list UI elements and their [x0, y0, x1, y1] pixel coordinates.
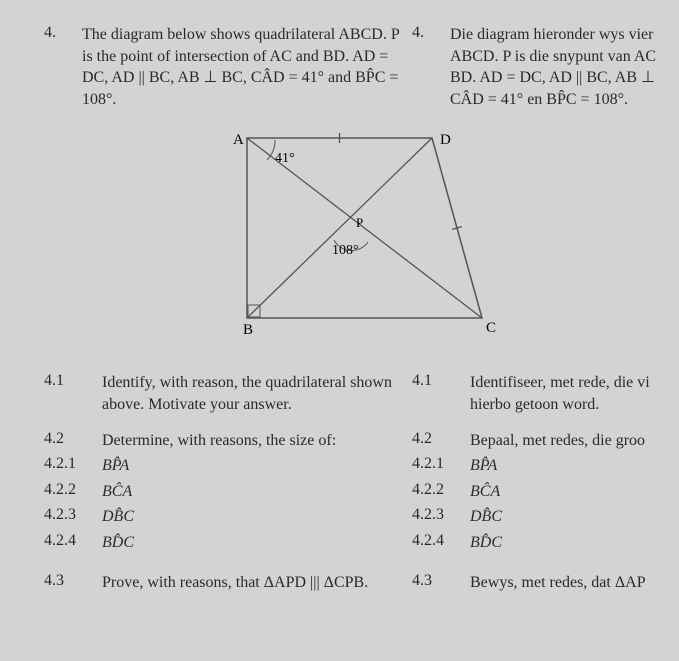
- sub-questions: 4.1 Identify, with reason, the quadrilat…: [44, 372, 679, 593]
- q4-2: 4.2 Determine, with reasons, the size of…: [44, 430, 679, 452]
- diagram-container: A B C D P 41° 108°: [44, 128, 679, 338]
- q41-num-r: 4.1: [412, 372, 470, 415]
- label-41: 41°: [275, 151, 295, 166]
- label-c: C: [486, 320, 496, 336]
- q4-1: 4.1 Identify, with reason, the quadrilat…: [44, 372, 679, 415]
- label-p: P: [356, 215, 363, 230]
- q41-txt-r: Identifiseer, met rede, die vi hierbo ge…: [470, 372, 679, 415]
- q4-2-4: 4.2.4 BD̂C 4.2.4 BD̂C: [44, 532, 679, 554]
- q4-3: 4.3 Prove, with reasons, that ΔAPD ||| Δ…: [44, 572, 679, 594]
- q4-2-3: 4.2.3 DB̂C 4.2.3 DB̂C: [44, 506, 679, 528]
- q4-2-2: 4.2.2 BĈA 4.2.2 BĈA: [44, 481, 679, 503]
- quadrilateral-diagram: A B C D P 41° 108°: [207, 128, 517, 338]
- q424-num-r: 4.2.4: [412, 532, 470, 554]
- q4-2-1: 4.2.1 BP̂A 4.2.1 BP̂A: [44, 455, 679, 477]
- q4-number-right: 4.: [412, 24, 450, 110]
- q421-num-r: 4.2.1: [412, 455, 470, 477]
- q43-txt-l: Prove, with reasons, that ΔAPD ||| ΔCPB.: [102, 572, 412, 594]
- label-d: D: [440, 132, 451, 148]
- q42-num-l: 4.2: [44, 430, 102, 452]
- q4-text-left: The diagram below shows quadrilateral AB…: [82, 24, 412, 110]
- question-4-header: 4. The diagram below shows quadrilateral…: [44, 24, 679, 110]
- q41-txt-l: Identify, with reason, the quadrilateral…: [102, 372, 412, 415]
- q41-num-l: 4.1: [44, 372, 102, 415]
- q43-txt-r: Bewys, met redes, dat ΔAP: [470, 572, 679, 594]
- q421-txt-l: BP̂A: [102, 455, 412, 477]
- q423-txt-r: DB̂C: [470, 506, 679, 528]
- q423-num-l: 4.2.3: [44, 506, 102, 528]
- q423-num-r: 4.2.3: [412, 506, 470, 528]
- q4-text-right: Die diagram hieronder wys vier ABCD. P i…: [450, 24, 679, 110]
- q422-txt-l: BĈA: [102, 481, 412, 503]
- q424-num-l: 4.2.4: [44, 532, 102, 554]
- q42-num-r: 4.2: [412, 430, 470, 452]
- q422-txt-r: BĈA: [470, 481, 679, 503]
- q423-txt-l: DB̂C: [102, 506, 412, 528]
- q421-txt-r: BP̂A: [470, 455, 679, 477]
- q424-txt-l: BD̂C: [102, 532, 412, 554]
- q422-num-r: 4.2.2: [412, 481, 470, 503]
- q43-num-r: 4.3: [412, 572, 470, 594]
- q43-num-l: 4.3: [44, 572, 102, 594]
- q4-number-left: 4.: [44, 24, 82, 110]
- q42-txt-l: Determine, with reasons, the size of:: [102, 430, 412, 452]
- q422-num-l: 4.2.2: [44, 481, 102, 503]
- label-a: A: [233, 132, 244, 148]
- worksheet-page: 4. The diagram below shows quadrilateral…: [0, 0, 679, 661]
- q42-txt-r: Bepaal, met redes, die groo: [470, 430, 679, 452]
- label-108: 108°: [332, 243, 359, 258]
- q421-num-l: 4.2.1: [44, 455, 102, 477]
- label-b: B: [243, 322, 253, 338]
- q424-txt-r: BD̂C: [470, 532, 679, 554]
